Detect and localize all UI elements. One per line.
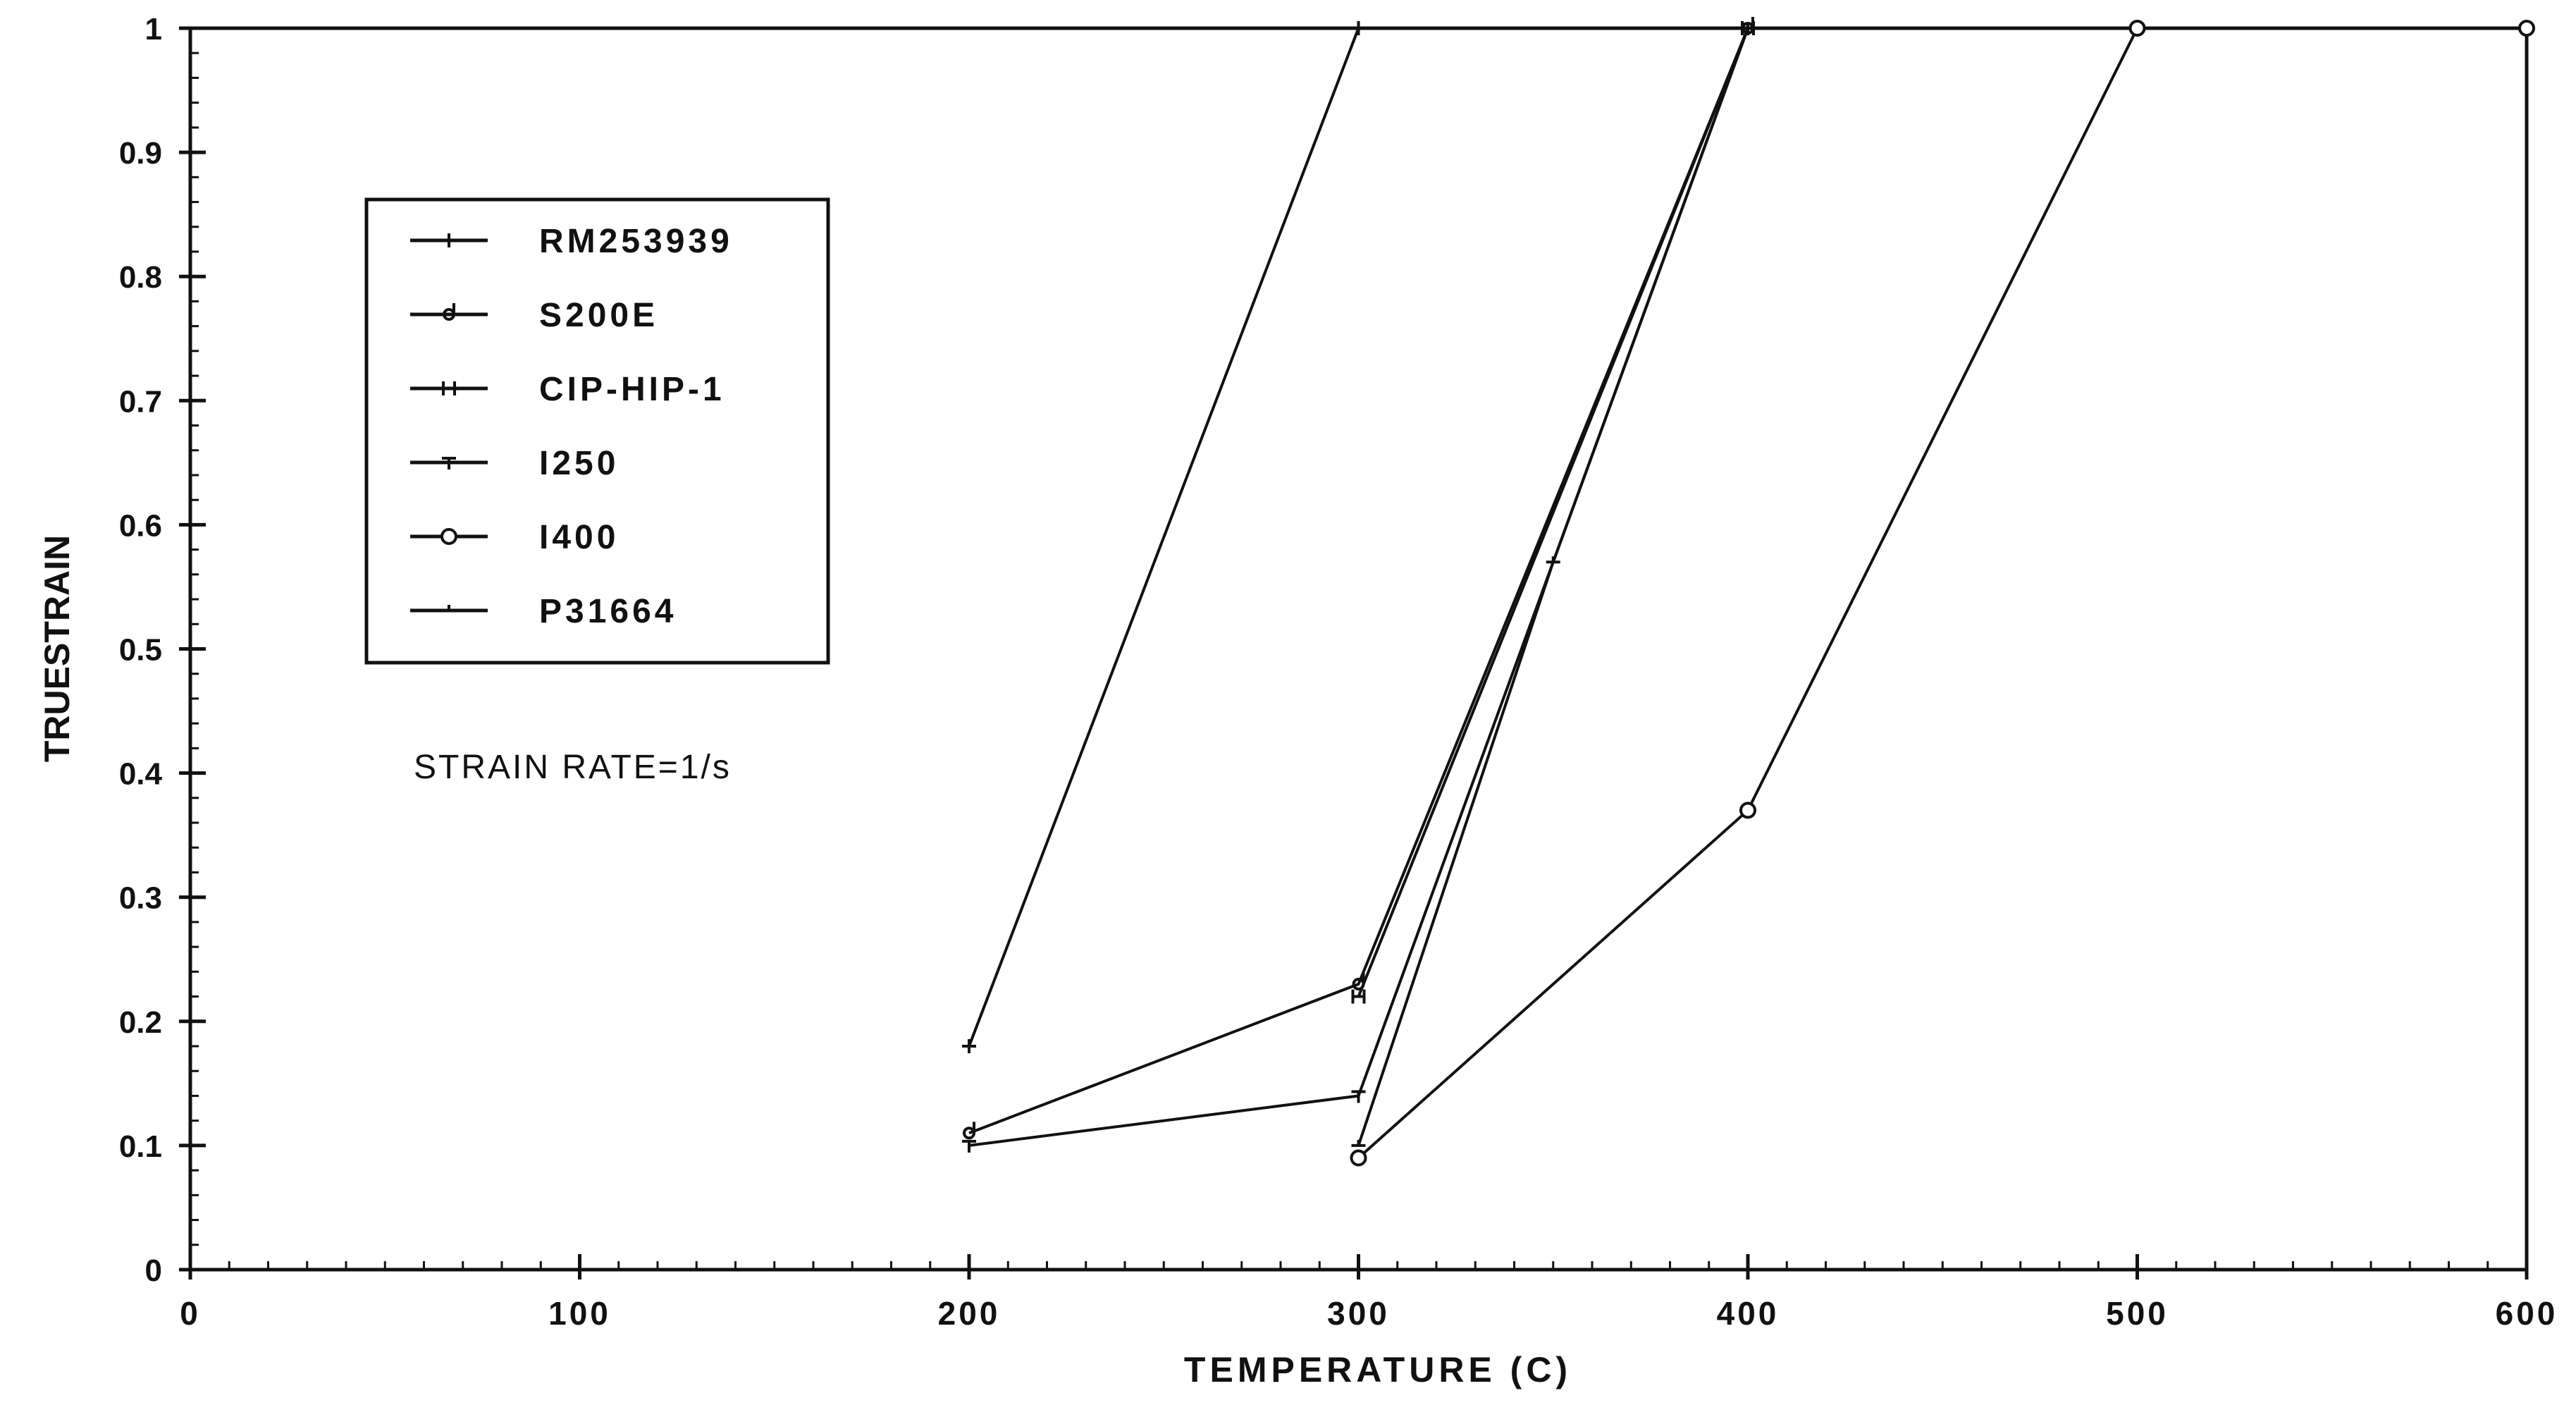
y-tick-label: 0 [145,1253,162,1288]
data-point-i250 [962,1139,976,1153]
series-i400 [1350,20,2535,1167]
y-tick-label: 0.7 [119,384,162,419]
legend-item-p31664: P31664 [410,593,677,630]
legend-item-i250: I250 [410,445,619,482]
legend-marker-cip-hip-1 [442,381,456,395]
y-tick-label: 0.1 [119,1129,162,1164]
y-tick-label: 0.9 [119,136,162,171]
y-tick-label: 1 [145,12,162,47]
data-point-rm253939 [1351,21,1366,35]
data-point-i400 [1739,802,1756,819]
legend-marker-i250 [442,457,456,470]
legend-label: S200E [539,297,658,334]
legend: RM253939 S200E CIP-HIP-1 I250 I400 P31664 [364,197,830,665]
y-tick-label: 0.4 [119,757,163,792]
x-tick-label: 300 [1327,1295,1390,1332]
x-tick-label: 200 [938,1295,1001,1332]
legend-marker-s200e [443,303,455,321]
marker-stroke [2518,20,2535,37]
legend-item-i400: I400 [410,519,619,556]
legend-label: P31664 [539,593,677,630]
y-tick-label: 0.6 [119,508,162,543]
marker-stroke [2128,20,2146,37]
series-line-cip-hip-1 [1357,27,1749,998]
x-tick-label: 500 [2106,1295,2169,1332]
legend-item-s200e: S200E [410,297,658,334]
series-p31664 [1351,23,1755,1147]
legend-item-cip-hip-1: CIP-HIP-1 [410,371,725,408]
x-tick-label: 100 [548,1295,611,1332]
marker-stroke [440,528,457,545]
legend-box [364,197,830,665]
x-axis-title: TEMPERATURE (C) [1184,1350,1572,1389]
data-point-p31664 [1351,1139,1366,1147]
data-point-rm253939 [962,1039,976,1054]
series-layer [962,17,2535,1167]
legend-item-rm253939: RM253939 [410,223,733,260]
data-point-i400 [1350,1149,1367,1167]
y-tick-label: 0.3 [119,881,162,916]
series-line-s200e [968,27,1749,1135]
x-tick-label: 0 [180,1295,201,1332]
y-axis-title: TRUESTRAIN [37,535,77,762]
data-point-p31664 [1741,23,1755,30]
x-tick-label: 400 [1717,1295,1780,1332]
data-point-p31664 [1546,556,1560,564]
data-point-i400 [2128,20,2146,37]
data-point-cip-hip-1 [1351,989,1366,1004]
legend-marker-rm253939 [442,233,456,247]
marker-stroke [1350,1149,1367,1167]
axis-layer: 0 100 200 300 400 500 600 0 0.1 0.2 0.3 0.4 0.5 0.6 0.… [119,12,2558,1332]
legend-marker-i400 [440,528,457,545]
y-tick-label: 0.5 [119,633,162,668]
x-tick-label: 600 [2496,1295,2558,1332]
y-tick-label: 0.2 [119,1005,162,1040]
legend-label: RM253939 [539,223,733,260]
y-tick-label: 0.8 [119,260,162,295]
strain-rate-annotation: STRAIN RATE=1/s [414,749,732,786]
legend-label: I250 [539,445,619,482]
legend-label: I400 [539,519,619,556]
data-point-i250 [1351,1090,1366,1103]
legend-label: CIP-HIP-1 [539,371,725,408]
series-line-rm253939 [968,27,1360,1047]
data-point-s200e [963,1122,975,1140]
data-point-i400 [2518,20,2535,37]
series-line-i400 [1357,27,2527,1160]
legend-marker-p31664 [442,605,456,612]
series-rm253939 [962,21,1366,1054]
marker-stroke [1739,802,1756,819]
